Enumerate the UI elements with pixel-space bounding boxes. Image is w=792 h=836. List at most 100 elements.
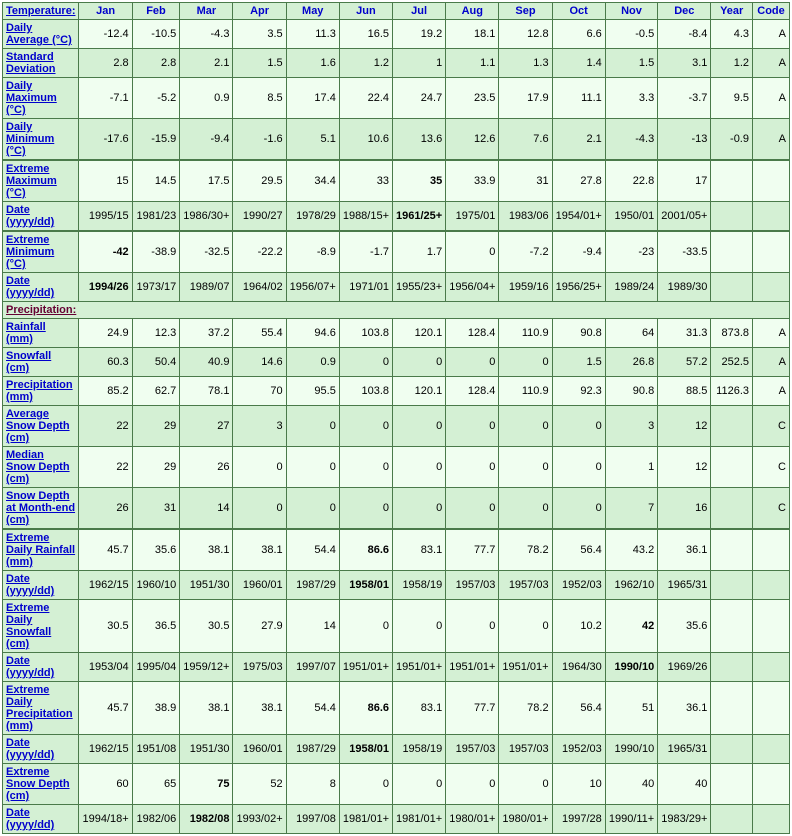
row-label-ext-daily-rain-date[interactable]: Date (yyyy/dd) bbox=[3, 571, 79, 600]
row-label-ext-min-date[interactable]: Date (yyyy/dd) bbox=[3, 273, 79, 302]
cell-ext-max-date-4: 1978/29 bbox=[286, 202, 339, 232]
cell-std-dev-7: 1.1 bbox=[446, 49, 499, 78]
row-label-std-dev[interactable]: Standard Deviation bbox=[3, 49, 79, 78]
row-label-daily-avg[interactable]: Daily Average (°C) bbox=[3, 20, 79, 49]
cell-ext-daily-precip-date-0: 1962/15 bbox=[79, 735, 132, 764]
cell-daily-min-3: -1.6 bbox=[233, 119, 286, 161]
row-label-precip[interactable]: Precipitation (mm) bbox=[3, 377, 79, 406]
row-label-ext-snow-depth-date[interactable]: Date (yyyy/dd) bbox=[3, 805, 79, 834]
cell-ext-max-13 bbox=[753, 160, 790, 202]
cell-snow-depth-end-12 bbox=[711, 488, 753, 530]
cell-daily-max-4: 17.4 bbox=[286, 78, 339, 119]
row-med-snow-depth: Median Snow Depth (cm)2229260000000112C bbox=[3, 447, 790, 488]
cell-med-snow-depth-8: 0 bbox=[499, 447, 552, 488]
col-jun[interactable]: Jun bbox=[339, 3, 392, 20]
cell-ext-snow-depth-9: 10 bbox=[552, 764, 605, 805]
cell-ext-daily-precip-date-12 bbox=[711, 735, 753, 764]
cell-daily-avg-10: -0.5 bbox=[605, 20, 657, 49]
row-label-snow-depth-end[interactable]: Snow Depth at Month-end (cm) bbox=[3, 488, 79, 530]
cell-ext-min-date-9: 1956/25+ bbox=[552, 273, 605, 302]
cell-ext-daily-precip-8: 78.2 bbox=[499, 682, 552, 735]
row-label-ext-daily-precip[interactable]: Extreme Daily Precipitation (mm) bbox=[3, 682, 79, 735]
cell-ext-daily-snow-date-10: 1990/10 bbox=[605, 653, 657, 682]
row-label-ext-snow-depth[interactable]: Extreme Snow Depth (cm) bbox=[3, 764, 79, 805]
cell-avg-snow-depth-0: 22 bbox=[79, 406, 132, 447]
row-label-med-snow-depth[interactable]: Median Snow Depth (cm) bbox=[3, 447, 79, 488]
col-jan[interactable]: Jan bbox=[79, 3, 132, 20]
cell-precip-6: 120.1 bbox=[393, 377, 446, 406]
cell-ext-snow-depth-10: 40 bbox=[605, 764, 657, 805]
cell-snowfall-6: 0 bbox=[393, 348, 446, 377]
cell-ext-min-date-13 bbox=[753, 273, 790, 302]
col-apr[interactable]: Apr bbox=[233, 3, 286, 20]
col-code[interactable]: Code bbox=[753, 3, 790, 20]
cell-std-dev-9: 1.4 bbox=[552, 49, 605, 78]
cell-ext-max-date-9: 1954/01+ bbox=[552, 202, 605, 232]
cell-ext-daily-rain-8: 78.2 bbox=[499, 529, 552, 571]
cell-rainfall-9: 90.8 bbox=[552, 319, 605, 348]
cell-ext-max-10: 22.8 bbox=[605, 160, 657, 202]
cell-ext-snow-depth-6: 0 bbox=[393, 764, 446, 805]
row-precip: Precipitation (mm)85.262.778.17095.5103.… bbox=[3, 377, 790, 406]
cell-avg-snow-depth-6: 0 bbox=[393, 406, 446, 447]
col-jul[interactable]: Jul bbox=[393, 3, 446, 20]
row-label-daily-max[interactable]: Daily Maximum (°C) bbox=[3, 78, 79, 119]
cell-ext-snow-depth-5: 0 bbox=[339, 764, 392, 805]
cell-ext-daily-precip-11: 36.1 bbox=[658, 682, 711, 735]
row-label-ext-max[interactable]: Extreme Maximum (°C) bbox=[3, 160, 79, 202]
cell-snow-depth-end-6: 0 bbox=[393, 488, 446, 530]
cell-precip-12: 1126.3 bbox=[711, 377, 753, 406]
row-label-ext-min[interactable]: Extreme Minimum (°C) bbox=[3, 231, 79, 273]
cell-precip-0: 85.2 bbox=[79, 377, 132, 406]
cell-snow-depth-end-11: 16 bbox=[658, 488, 711, 530]
row-label-ext-daily-rain[interactable]: Extreme Daily Rainfall (mm) bbox=[3, 529, 79, 571]
col-year[interactable]: Year bbox=[711, 3, 753, 20]
row-label-ext-max-date[interactable]: Date (yyyy/dd) bbox=[3, 202, 79, 232]
cell-ext-daily-precip-date-13 bbox=[753, 735, 790, 764]
row-label-ext-daily-snow[interactable]: Extreme Daily Snowfall (cm) bbox=[3, 600, 79, 653]
col-nov[interactable]: Nov bbox=[605, 3, 657, 20]
cell-avg-snow-depth-1: 29 bbox=[132, 406, 180, 447]
cell-ext-daily-precip-0: 45.7 bbox=[79, 682, 132, 735]
cell-ext-snow-depth-0: 60 bbox=[79, 764, 132, 805]
cell-ext-daily-precip-1: 38.9 bbox=[132, 682, 180, 735]
row-label-rainfall[interactable]: Rainfall (mm) bbox=[3, 319, 79, 348]
col-feb[interactable]: Feb bbox=[132, 3, 180, 20]
col-oct[interactable]: Oct bbox=[552, 3, 605, 20]
cell-snow-depth-end-7: 0 bbox=[446, 488, 499, 530]
cell-precip-7: 128.4 bbox=[446, 377, 499, 406]
col-may[interactable]: May bbox=[286, 3, 339, 20]
cell-ext-daily-precip-date-5: 1958/01 bbox=[339, 735, 392, 764]
cell-ext-daily-snow-0: 30.5 bbox=[79, 600, 132, 653]
cell-ext-snow-depth-1: 65 bbox=[132, 764, 180, 805]
cell-std-dev-4: 1.6 bbox=[286, 49, 339, 78]
cell-ext-daily-precip-date-10: 1990/10 bbox=[605, 735, 657, 764]
cell-ext-min-2: -32.5 bbox=[180, 231, 233, 273]
cell-ext-daily-snow-2: 30.5 bbox=[180, 600, 233, 653]
row-label-snowfall[interactable]: Snowfall (cm) bbox=[3, 348, 79, 377]
row-label-ext-daily-snow-date[interactable]: Date (yyyy/dd) bbox=[3, 653, 79, 682]
row-label-ext-daily-precip-date[interactable]: Date (yyyy/dd) bbox=[3, 735, 79, 764]
cell-daily-max-12: 9.5 bbox=[711, 78, 753, 119]
row-label-avg-snow-depth[interactable]: Average Snow Depth (cm) bbox=[3, 406, 79, 447]
col-aug[interactable]: Aug bbox=[446, 3, 499, 20]
col-mar[interactable]: Mar bbox=[180, 3, 233, 20]
cell-ext-daily-rain-11: 36.1 bbox=[658, 529, 711, 571]
section-header-temperature[interactable]: Temperature: bbox=[3, 3, 79, 20]
col-dec[interactable]: Dec bbox=[658, 3, 711, 20]
cell-precip-3: 70 bbox=[233, 377, 286, 406]
cell-ext-snow-depth-13 bbox=[753, 764, 790, 805]
col-sep[interactable]: Sep bbox=[499, 3, 552, 20]
cell-ext-snow-depth-8: 0 bbox=[499, 764, 552, 805]
cell-med-snow-depth-1: 29 bbox=[132, 447, 180, 488]
cell-rainfall-6: 120.1 bbox=[393, 319, 446, 348]
cell-ext-daily-rain-0: 45.7 bbox=[79, 529, 132, 571]
row-label-daily-min[interactable]: Daily Minimum (°C) bbox=[3, 119, 79, 161]
section-header-precip[interactable]: Precipitation: bbox=[3, 302, 790, 319]
cell-ext-daily-rain-date-3: 1960/01 bbox=[233, 571, 286, 600]
cell-ext-daily-snow-3: 27.9 bbox=[233, 600, 286, 653]
cell-ext-snow-depth-4: 8 bbox=[286, 764, 339, 805]
cell-ext-daily-rain-10: 43.2 bbox=[605, 529, 657, 571]
cell-daily-min-9: 2.1 bbox=[552, 119, 605, 161]
cell-ext-snow-depth-7: 0 bbox=[446, 764, 499, 805]
